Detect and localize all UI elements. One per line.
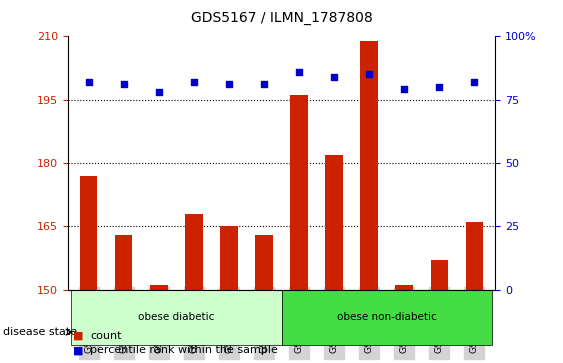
Text: count: count	[90, 331, 122, 341]
Point	[435, 84, 444, 90]
Point	[225, 82, 234, 87]
FancyBboxPatch shape	[71, 290, 282, 345]
Text: GDS5167 / ILMN_1787808: GDS5167 / ILMN_1787808	[191, 11, 372, 25]
Bar	[185, 213, 203, 363]
Point	[365, 72, 374, 77]
Text: percentile rank within the sample: percentile rank within the sample	[90, 345, 278, 355]
Bar	[325, 155, 343, 363]
Bar	[220, 226, 238, 363]
Bar	[291, 95, 308, 363]
Text: ■: ■	[73, 345, 84, 355]
Point	[294, 69, 303, 75]
Bar	[431, 260, 448, 363]
Point	[329, 74, 338, 80]
Bar	[395, 285, 413, 363]
Bar	[360, 41, 378, 363]
Point	[260, 82, 269, 87]
Point	[119, 82, 128, 87]
Point	[154, 89, 163, 95]
Bar	[150, 285, 168, 363]
Text: disease state: disease state	[3, 327, 77, 337]
Bar	[255, 235, 272, 363]
Point	[400, 87, 409, 93]
Point	[470, 79, 479, 85]
Text: obese non-diabetic: obese non-diabetic	[337, 312, 436, 322]
Bar	[466, 222, 483, 363]
Bar	[80, 176, 97, 363]
Point	[189, 79, 198, 85]
Text: obese diabetic: obese diabetic	[138, 312, 215, 322]
Text: ■: ■	[73, 331, 84, 341]
Bar	[115, 235, 132, 363]
Point	[84, 79, 93, 85]
FancyBboxPatch shape	[282, 290, 492, 345]
